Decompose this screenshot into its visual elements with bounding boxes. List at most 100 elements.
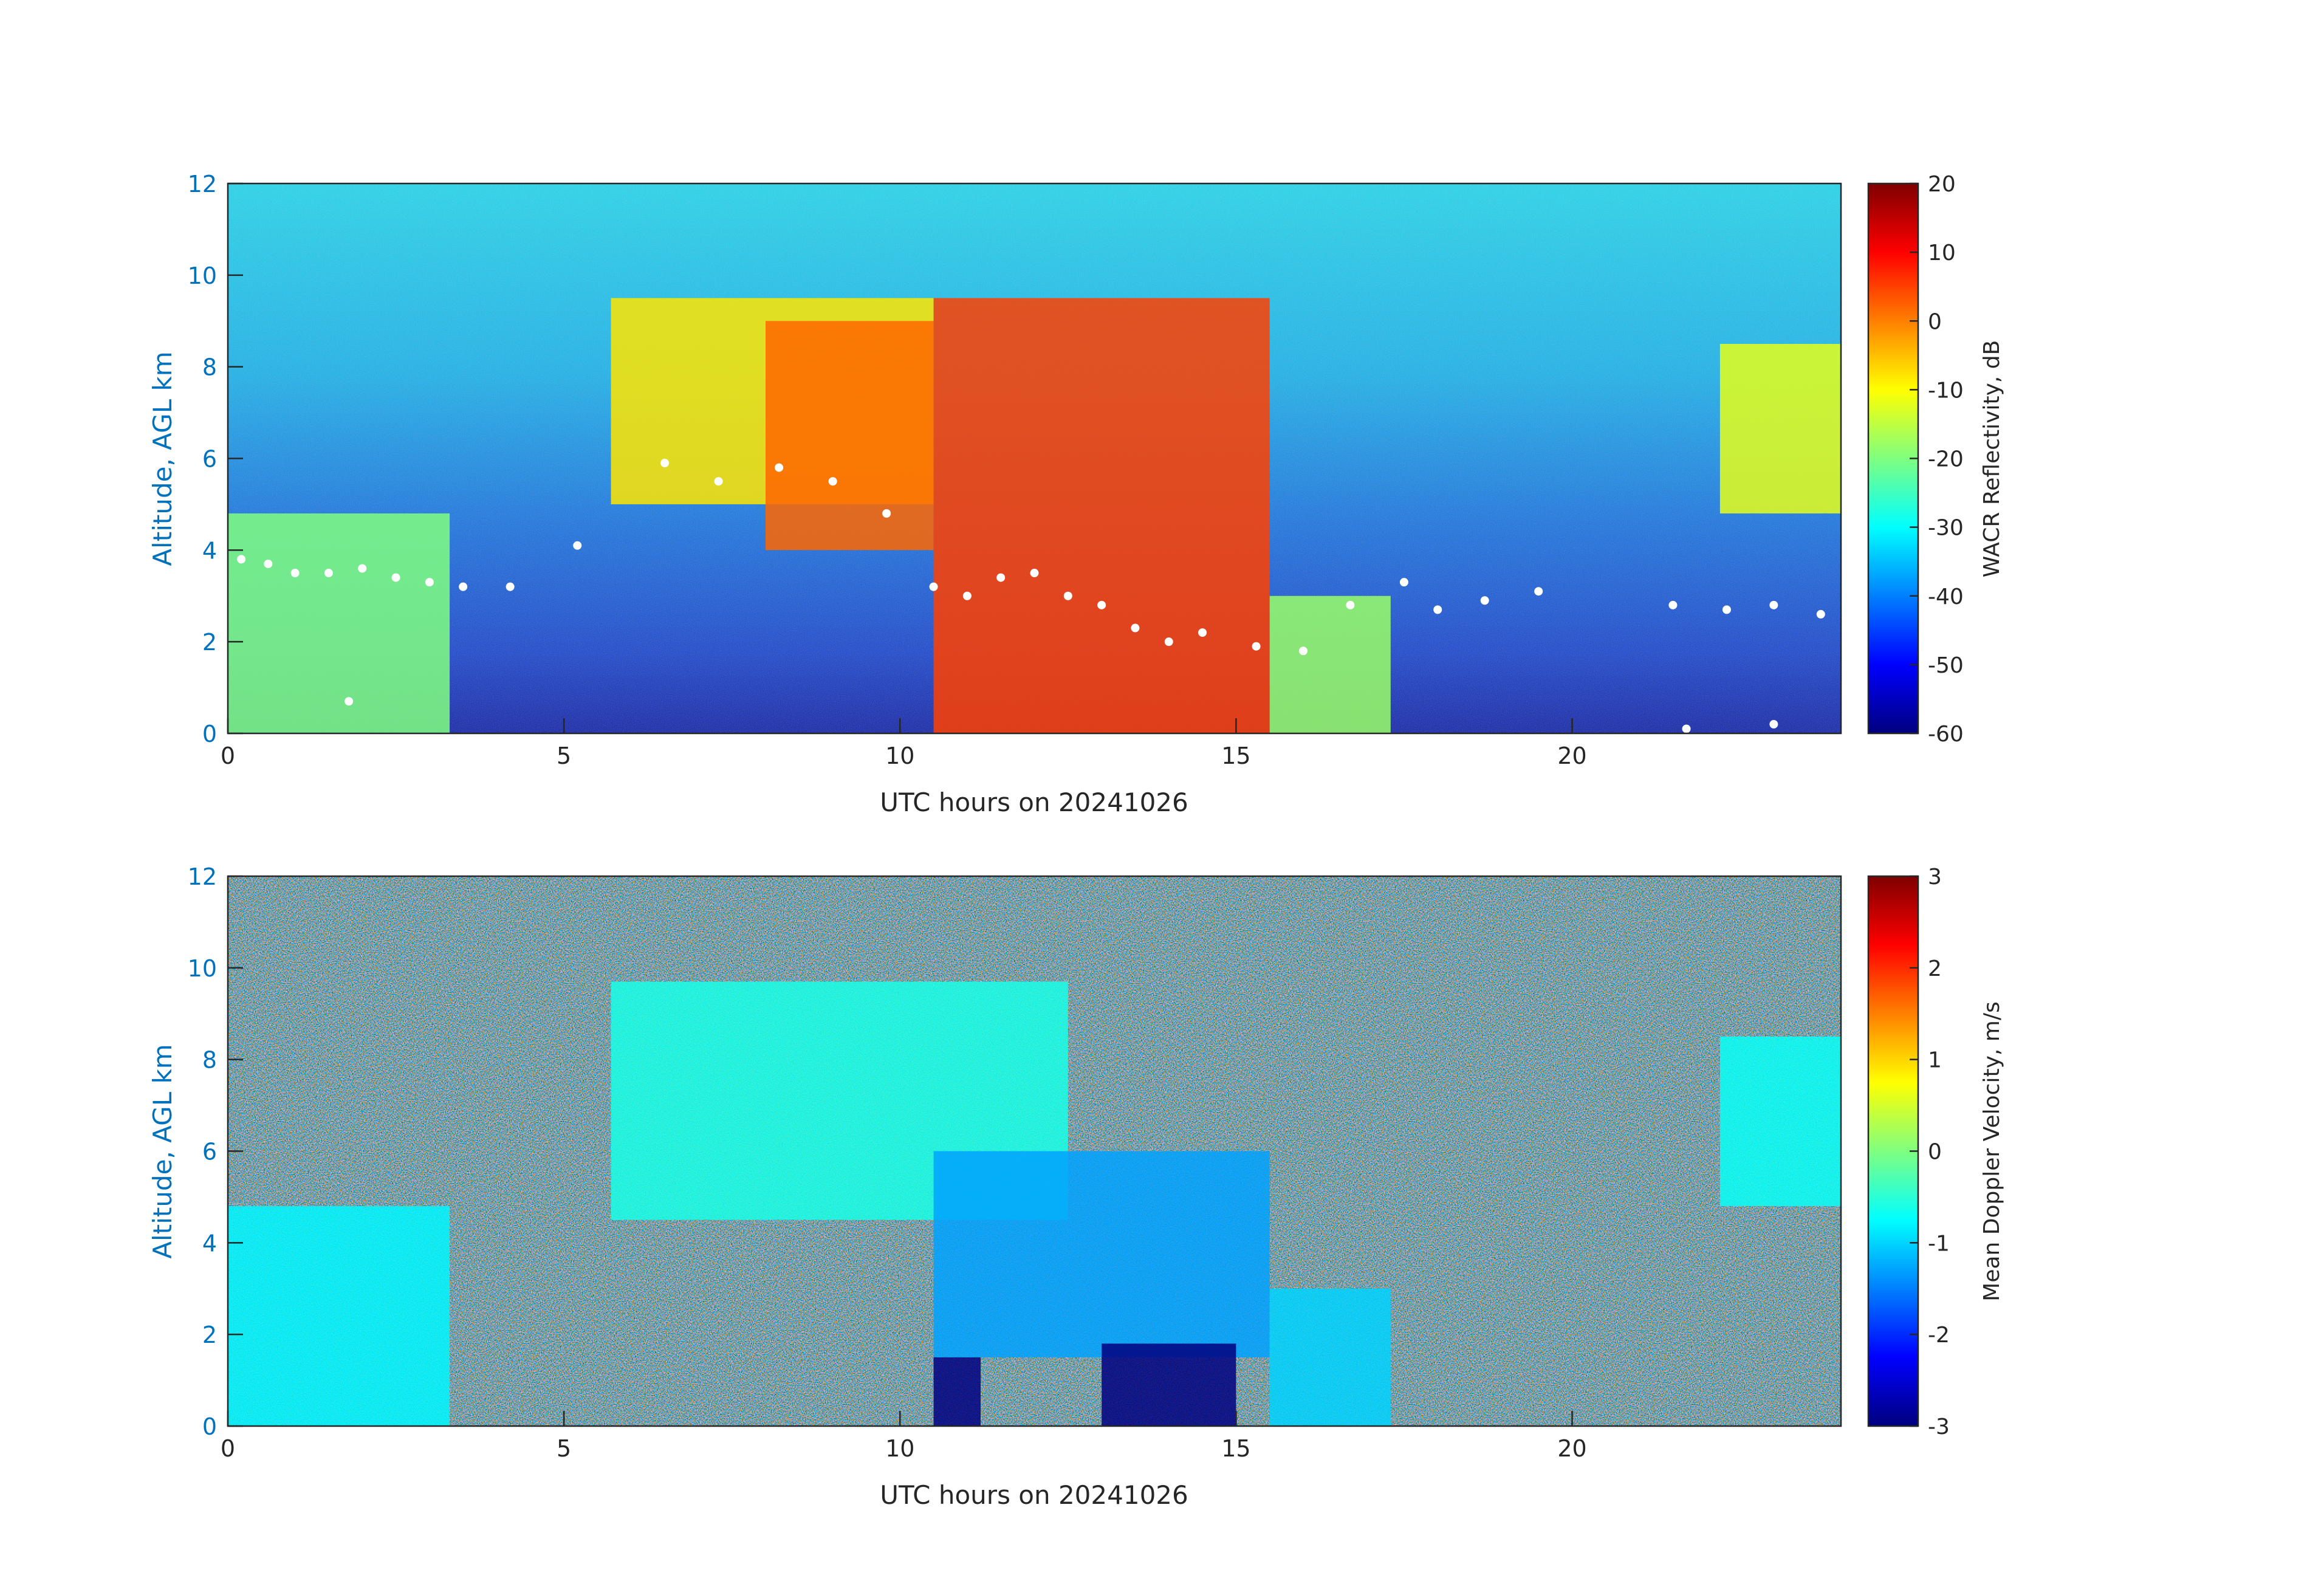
- cloud-base-marker: [1722, 605, 1731, 614]
- reflectivity-plot-area: [228, 184, 1841, 733]
- cloud-base-marker: [1299, 647, 1308, 656]
- cloud-base-marker: [1433, 605, 1442, 614]
- cloud-base-marker: [1668, 600, 1678, 609]
- cloud-base-marker: [391, 573, 400, 582]
- y-tick-label: 10: [188, 262, 217, 289]
- colorbar-tick-label: 0: [1928, 1140, 1942, 1165]
- cloud-base-marker: [1534, 587, 1543, 596]
- colorbar-tick-label: -20: [1928, 447, 1964, 472]
- x-tick-label: 0: [221, 743, 235, 769]
- cloud-base-marker: [1030, 569, 1039, 578]
- cloud-base-markers: [237, 459, 1825, 733]
- data-region: [1719, 343, 1841, 513]
- cloud-base-marker: [1682, 724, 1691, 733]
- doppler-x-ticks: 0 5 10 15 20: [221, 1411, 1587, 1462]
- reflectivity-colorbar-ticks: 20 10 0 -10 -20 -30 -40 -50 -60: [1910, 172, 1964, 747]
- cloud-base-marker: [1480, 596, 1489, 605]
- cloud-base-marker: [1097, 600, 1106, 609]
- colorbar-tick-label: 2: [1928, 956, 1942, 981]
- cloud-base-marker: [1252, 642, 1261, 651]
- reflectivity-regions: [228, 298, 1841, 733]
- y-tick-label: 10: [188, 955, 217, 982]
- x-tick-label: 20: [1557, 1435, 1586, 1462]
- cloud-base-marker: [1399, 578, 1408, 587]
- doppler-x-axis-label: UTC hours on 20241026: [880, 1480, 1188, 1510]
- colorbar-tick-label: -10: [1928, 378, 1964, 403]
- doppler-colorbar: 3 2 1 0 -1 -2 -3 Mean Doppler Velocity, m/s: [1867, 865, 2004, 1439]
- y-tick-label: 6: [202, 1139, 217, 1165]
- reflectivity-colorbar: 20 10 0 -10 -20 -30 -40 -50 -60 WACR Reflectivit…: [1867, 172, 2004, 747]
- reflectivity-y-axis-label: Altitude, AGL km: [148, 351, 177, 566]
- colorbar-tick-label: 10: [1928, 241, 1956, 266]
- doppler-colorbar-ticks: 3 2 1 0 -1 -2 -3: [1910, 865, 1950, 1439]
- cloud-base-marker: [962, 591, 972, 600]
- data-region: [1719, 1036, 1841, 1206]
- y-tick-label: 2: [202, 1322, 217, 1348]
- cloud-base-marker: [996, 573, 1006, 582]
- colorbar-tick-label: -40: [1928, 585, 1964, 609]
- cloud-base-marker: [1063, 591, 1072, 600]
- y-tick-label: 4: [202, 1230, 217, 1257]
- doppler-plot-area: [228, 876, 1841, 1426]
- y-tick-label: 12: [188, 863, 217, 890]
- cloud-base-marker: [1164, 637, 1173, 647]
- data-region: [228, 513, 450, 733]
- reflectivity-colorbar-label: WACR Reflectivity, dB: [1980, 340, 2004, 578]
- cloud-base-marker: [237, 555, 246, 564]
- cloud-base-marker: [828, 477, 837, 486]
- x-tick-label: 15: [1221, 1435, 1250, 1462]
- y-tick-label: 8: [202, 354, 217, 381]
- colorbar-tick-label: 1: [1928, 1048, 1942, 1073]
- cloud-base-marker: [1131, 623, 1140, 633]
- cloud-base-marker: [459, 582, 468, 591]
- doppler-y-ticks: 0 2 4 6 8 10 12: [188, 863, 243, 1440]
- reflectivity-panel: 0 5 10 15 20 0 2 4 6 8 10 12 UTC hours on 20241026…: [148, 171, 2004, 817]
- data-region: [1102, 1343, 1236, 1426]
- data-region: [933, 298, 1270, 733]
- reflectivity-x-ticks: 0 5 10 15 20: [221, 718, 1587, 769]
- cloud-base-marker: [775, 463, 784, 472]
- data-region: [1269, 595, 1391, 733]
- x-tick-label: 5: [557, 743, 571, 769]
- colorbar-tick-label: 0: [1928, 309, 1942, 334]
- doppler-y-axis-label: Altitude, AGL km: [148, 1044, 177, 1258]
- colorbar-tick-label: 3: [1928, 865, 1942, 890]
- cloud-base-marker: [425, 578, 434, 587]
- cloud-base-marker: [506, 582, 515, 591]
- data-region: [228, 1206, 450, 1426]
- y-tick-label: 6: [202, 446, 217, 473]
- cloud-base-marker: [882, 509, 891, 518]
- y-tick-label: 0: [202, 1413, 217, 1440]
- data-region: [1269, 1288, 1391, 1426]
- colorbar-tick-label: -50: [1928, 653, 1964, 678]
- reflectivity-x-axis-label: UTC hours on 20241026: [880, 787, 1188, 817]
- colorbar-tick-label: -1: [1928, 1231, 1950, 1256]
- colorbar-tick-label: -60: [1928, 722, 1964, 747]
- x-tick-label: 10: [885, 1435, 914, 1462]
- data-region: [933, 1151, 1270, 1357]
- cloud-base-marker: [290, 569, 300, 578]
- x-tick-label: 0: [221, 1435, 235, 1462]
- y-tick-label: 4: [202, 537, 217, 564]
- data-region: [933, 1357, 981, 1426]
- doppler-colorbar-label: Mean Doppler Velocity, m/s: [1980, 1001, 2004, 1301]
- cloud-base-marker: [1198, 628, 1207, 637]
- x-tick-label: 5: [557, 1435, 571, 1462]
- y-tick-label: 0: [202, 721, 217, 747]
- cloud-base-marker: [714, 477, 723, 486]
- x-tick-label: 20: [1557, 743, 1586, 769]
- y-tick-label: 2: [202, 629, 217, 656]
- reflectivity-y-ticks: 0 2 4 6 8 10 12: [188, 171, 243, 747]
- cloud-base-marker: [1769, 600, 1778, 609]
- y-tick-label: 12: [188, 171, 217, 197]
- colorbar-tick-label: 20: [1928, 172, 1956, 197]
- x-tick-label: 15: [1221, 743, 1250, 769]
- x-tick-label: 10: [885, 743, 914, 769]
- cloud-base-marker: [264, 559, 273, 568]
- cloud-base-marker: [344, 697, 354, 706]
- cloud-base-marker: [660, 459, 670, 468]
- colorbar-tick-label: -30: [1928, 516, 1964, 541]
- colorbar-tick-label: -2: [1928, 1323, 1950, 1348]
